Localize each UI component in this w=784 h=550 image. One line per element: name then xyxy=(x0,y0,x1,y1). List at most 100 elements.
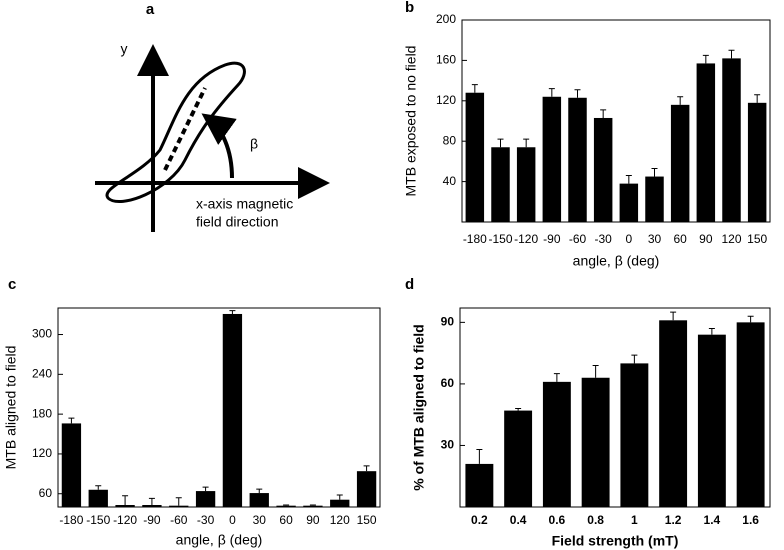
error-bar xyxy=(631,354,638,364)
bar xyxy=(465,92,485,222)
x-tick-label: 60 xyxy=(279,513,293,527)
bar xyxy=(303,505,323,507)
x-tick-label: -150 xyxy=(86,513,110,527)
error-bar xyxy=(497,138,504,148)
bar xyxy=(581,377,610,507)
bar xyxy=(142,505,162,507)
bar xyxy=(169,505,189,507)
x-tick-label: -30 xyxy=(594,232,612,246)
bar xyxy=(542,96,562,222)
x-tick-label: 1.6 xyxy=(742,513,759,527)
x-tick-label: 30 xyxy=(648,232,662,246)
diagram: a y β x-axis magnetic field direction xyxy=(95,1,330,232)
x-tick-label: -60 xyxy=(569,232,587,246)
y-axis-title: MTB exposed to no field xyxy=(403,46,419,197)
x-tick-label: -180 xyxy=(463,232,487,246)
x-tick-label: -30 xyxy=(197,513,215,527)
angle-arrow xyxy=(201,113,237,179)
x-tick-label: 1 xyxy=(631,513,638,527)
y-tick-label: 300 xyxy=(32,327,52,341)
bar xyxy=(356,471,377,507)
bar xyxy=(697,334,726,507)
y-tick-label: 200 xyxy=(436,12,456,26)
caption: field direction xyxy=(196,214,279,230)
x-axis-title: angle, β (deg) xyxy=(573,253,660,269)
error-bar xyxy=(574,89,581,98)
error-bar xyxy=(476,449,483,464)
x-tick-label: 60 xyxy=(673,232,687,246)
panel-label: b xyxy=(405,0,414,16)
bar xyxy=(645,176,664,222)
x-tick-label: 0.4 xyxy=(510,513,527,527)
x-tick-label: 120 xyxy=(721,232,741,246)
error-bar xyxy=(515,408,522,411)
panel-label: c xyxy=(8,276,16,293)
x-tick-label: -90 xyxy=(143,513,161,527)
error-bar xyxy=(148,497,155,506)
y-label: y xyxy=(121,41,128,57)
x-tick-label: 0 xyxy=(625,232,632,246)
bar xyxy=(115,505,135,507)
y-tick-label: 120 xyxy=(436,93,456,107)
error-bar xyxy=(256,488,263,494)
error-bar xyxy=(202,486,209,492)
bar xyxy=(195,491,216,507)
y-tick-label: 30 xyxy=(441,438,455,452)
x-tick-label: -60 xyxy=(170,513,188,527)
plot-frame xyxy=(459,307,771,508)
x-tick-label: -90 xyxy=(543,232,561,246)
x-axis-title: Field strength (mT) xyxy=(552,533,679,549)
error-bar xyxy=(283,504,290,506)
error-bar xyxy=(95,485,102,490)
plot-frame xyxy=(57,307,381,508)
x-tick-label: -120 xyxy=(113,513,137,527)
bar xyxy=(620,363,649,507)
bar xyxy=(516,147,536,222)
error-bar xyxy=(747,315,754,323)
magnetosome-chain xyxy=(163,87,207,171)
y-tick-label: 120 xyxy=(32,446,52,460)
y-tick-label: 80 xyxy=(443,133,457,147)
x-tick-label: 0 xyxy=(229,513,236,527)
x-axis-title: angle, β (deg) xyxy=(176,532,263,548)
y-tick-label: 160 xyxy=(436,53,456,67)
y-tick-label: 180 xyxy=(32,406,52,420)
bar xyxy=(568,97,587,222)
x-tick-label: 30 xyxy=(253,513,267,527)
bar xyxy=(619,183,639,222)
x-tick-label: 0.6 xyxy=(549,513,566,527)
plot-frame xyxy=(461,19,771,223)
bar xyxy=(330,499,350,507)
bar xyxy=(276,505,296,507)
error-bar xyxy=(592,364,599,378)
error-bar xyxy=(548,88,555,97)
error-bar xyxy=(336,494,343,500)
panel-label: a xyxy=(146,1,155,18)
bar xyxy=(465,463,494,507)
x-tick-label: 150 xyxy=(747,232,767,246)
error-bar xyxy=(625,175,632,184)
error-bar xyxy=(754,94,761,103)
error-bar xyxy=(708,328,715,335)
error-bar xyxy=(728,49,735,59)
error-bar xyxy=(702,54,709,64)
bar xyxy=(61,423,82,507)
error-bar xyxy=(651,167,658,177)
error-bar xyxy=(363,465,370,472)
y-tick-label: 240 xyxy=(32,367,52,381)
error-bar xyxy=(309,504,316,506)
x-tick-label: 1.2 xyxy=(665,513,682,527)
bar xyxy=(736,322,765,507)
error-bar xyxy=(677,96,684,105)
bacterium-loop xyxy=(105,61,246,204)
y-tick-label: 90 xyxy=(441,315,455,329)
error-bar xyxy=(553,373,560,382)
error-bar xyxy=(600,109,607,118)
bar xyxy=(670,104,690,222)
error-bar xyxy=(471,84,478,93)
x-tick-label: 1.4 xyxy=(704,513,721,527)
bar xyxy=(491,147,510,222)
bar xyxy=(249,493,269,507)
x-tick-label: 150 xyxy=(357,513,377,527)
x-tick-label: 120 xyxy=(330,513,350,527)
